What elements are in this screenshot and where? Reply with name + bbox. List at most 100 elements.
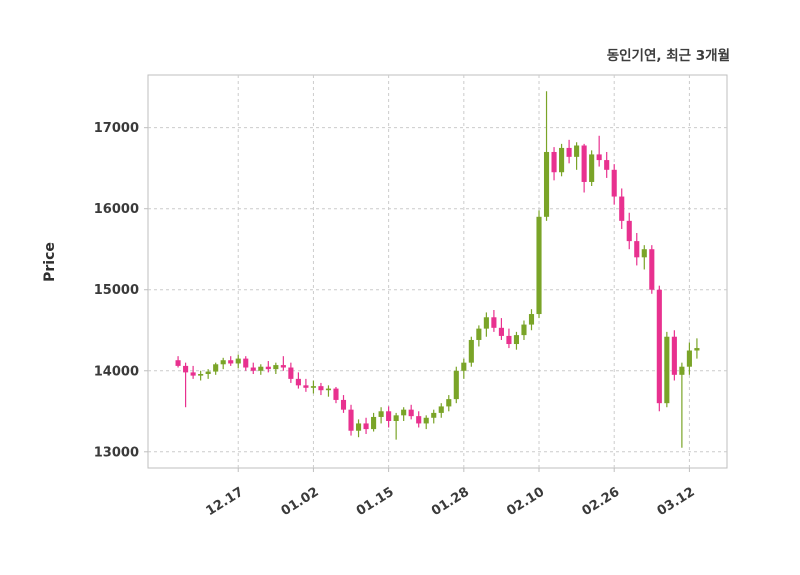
candle-body bbox=[280, 365, 286, 368]
candle bbox=[559, 143, 565, 177]
x-tick-label: 02.10 bbox=[504, 485, 547, 520]
candle-body bbox=[243, 358, 249, 368]
candle bbox=[348, 404, 354, 436]
candle-body bbox=[423, 417, 429, 424]
candle bbox=[656, 285, 662, 412]
candle bbox=[604, 151, 610, 178]
candle-body bbox=[220, 360, 226, 365]
candle bbox=[596, 135, 602, 167]
candle bbox=[483, 312, 489, 337]
candle-body bbox=[461, 362, 467, 371]
candle-body bbox=[183, 365, 189, 373]
x-tick-label: 01.02 bbox=[279, 485, 322, 520]
candle-body bbox=[498, 327, 504, 336]
candle bbox=[513, 331, 520, 350]
candle-body bbox=[265, 366, 271, 370]
candle bbox=[438, 403, 444, 418]
candle-body bbox=[408, 409, 414, 417]
candle bbox=[694, 338, 700, 359]
x-tick-label: 01.28 bbox=[429, 485, 472, 520]
candle bbox=[205, 369, 211, 379]
candle-body bbox=[438, 406, 444, 413]
candle-body bbox=[574, 145, 580, 157]
candle bbox=[273, 362, 279, 375]
candle bbox=[619, 188, 625, 229]
candle-body bbox=[513, 335, 520, 345]
candle-body bbox=[333, 388, 339, 400]
candle bbox=[491, 309, 497, 332]
candle-body bbox=[318, 386, 324, 391]
x-tick-label: 02.26 bbox=[580, 485, 623, 520]
candle bbox=[295, 372, 301, 389]
candle bbox=[198, 370, 204, 381]
candle-body bbox=[213, 364, 219, 372]
candle-body bbox=[378, 411, 384, 417]
candle-body bbox=[634, 241, 640, 258]
candle bbox=[641, 245, 647, 270]
candle-body bbox=[198, 374, 204, 376]
candle bbox=[175, 356, 181, 368]
candle bbox=[228, 356, 234, 366]
candle bbox=[220, 357, 226, 370]
candle-body bbox=[446, 399, 452, 407]
candle bbox=[431, 409, 437, 424]
y-tick-label: 15000 bbox=[94, 283, 139, 298]
candle bbox=[371, 412, 377, 432]
candle-body bbox=[649, 249, 655, 290]
candle bbox=[190, 365, 196, 379]
candle-body bbox=[205, 371, 211, 375]
candle-body bbox=[611, 169, 617, 197]
candle-body bbox=[551, 151, 557, 173]
x-tick-label: 01.15 bbox=[354, 485, 397, 520]
candle-body bbox=[235, 358, 241, 364]
candle-body bbox=[528, 314, 535, 325]
candle bbox=[213, 362, 219, 375]
candle bbox=[476, 325, 482, 347]
candle bbox=[626, 212, 632, 250]
candle-body bbox=[431, 412, 437, 418]
candle-body bbox=[295, 378, 301, 386]
candle bbox=[408, 404, 414, 420]
candle bbox=[235, 354, 241, 369]
candle-body bbox=[664, 336, 670, 404]
candle-body bbox=[483, 317, 489, 329]
candle bbox=[423, 415, 429, 430]
candle bbox=[566, 139, 572, 164]
candle-body bbox=[348, 409, 354, 431]
y-axis-label: Price bbox=[42, 242, 58, 282]
candle bbox=[288, 362, 294, 383]
candle-body bbox=[355, 423, 362, 431]
candle-body bbox=[559, 147, 565, 173]
candle bbox=[498, 318, 504, 340]
candle-body bbox=[258, 366, 264, 371]
candle bbox=[453, 366, 459, 404]
candle bbox=[581, 143, 587, 193]
candle bbox=[355, 419, 362, 438]
candle-body bbox=[506, 335, 512, 345]
candle-body bbox=[656, 289, 662, 404]
candle-body bbox=[416, 416, 422, 424]
candle bbox=[280, 356, 286, 371]
candle-body bbox=[604, 160, 610, 170]
y-tick-label: 16000 bbox=[94, 202, 139, 217]
x-tick-label: 12.17 bbox=[204, 485, 247, 520]
y-tick-label: 14000 bbox=[94, 364, 139, 379]
candle bbox=[258, 364, 264, 375]
candle bbox=[303, 378, 309, 392]
candle-body bbox=[679, 366, 685, 375]
candle bbox=[265, 361, 271, 373]
candle-body bbox=[371, 416, 377, 430]
candle bbox=[574, 142, 580, 170]
candle bbox=[521, 320, 527, 340]
candle bbox=[664, 331, 670, 408]
candle-body bbox=[491, 317, 497, 328]
candle bbox=[393, 412, 399, 440]
candle-body bbox=[325, 388, 332, 391]
candle bbox=[679, 362, 685, 448]
candle-body bbox=[190, 372, 196, 376]
candle-body bbox=[476, 328, 482, 340]
candle-body bbox=[288, 367, 294, 379]
candle bbox=[416, 411, 422, 428]
